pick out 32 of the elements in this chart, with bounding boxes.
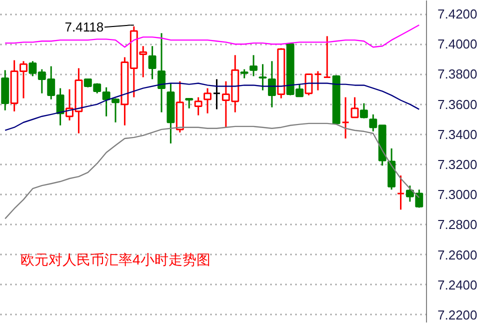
candlestick [323, 35, 332, 78]
candlestick [240, 68, 248, 80]
line-series [4, 24, 420, 48]
candlestick [350, 96, 359, 118]
candlestick [102, 86, 110, 118]
y-tick-label: 7.4000 [438, 36, 478, 52]
y-tick-label: 7.3600 [438, 96, 478, 112]
y-tick-label: 7.4200 [438, 6, 478, 22]
candlestick [194, 96, 202, 116]
candlestick [158, 32, 166, 114]
candlestick [268, 60, 276, 108]
candlestick [258, 63, 267, 92]
candlestick [314, 70, 322, 92]
candlestick [112, 98, 120, 124]
y-tick-label: 7.3800 [438, 66, 478, 82]
y-tick-label: 7.3000 [438, 187, 478, 202]
y-tick-label: 7.2600 [438, 247, 478, 262]
y-tick-label: 7.3400 [438, 126, 478, 142]
annotation: 7.4118 [64, 20, 104, 35]
candlestick [204, 87, 212, 114]
candlestick [342, 96, 350, 140]
candlestick [396, 174, 405, 210]
candlestick [185, 98, 194, 110]
candlestick [250, 54, 258, 77]
y-tick-label: 7.3200 [438, 157, 478, 172]
y-tick-label: 7.2800 [438, 217, 478, 232]
y-tick-label: 7.2400 [438, 277, 478, 292]
candlestick [360, 102, 368, 120]
candlestick [148, 45, 156, 80]
text: 欧元对人民币汇率4小时走势图 [20, 252, 210, 268]
candlestick [212, 78, 221, 110]
y-tick-label: 7.2200 [438, 307, 478, 322]
